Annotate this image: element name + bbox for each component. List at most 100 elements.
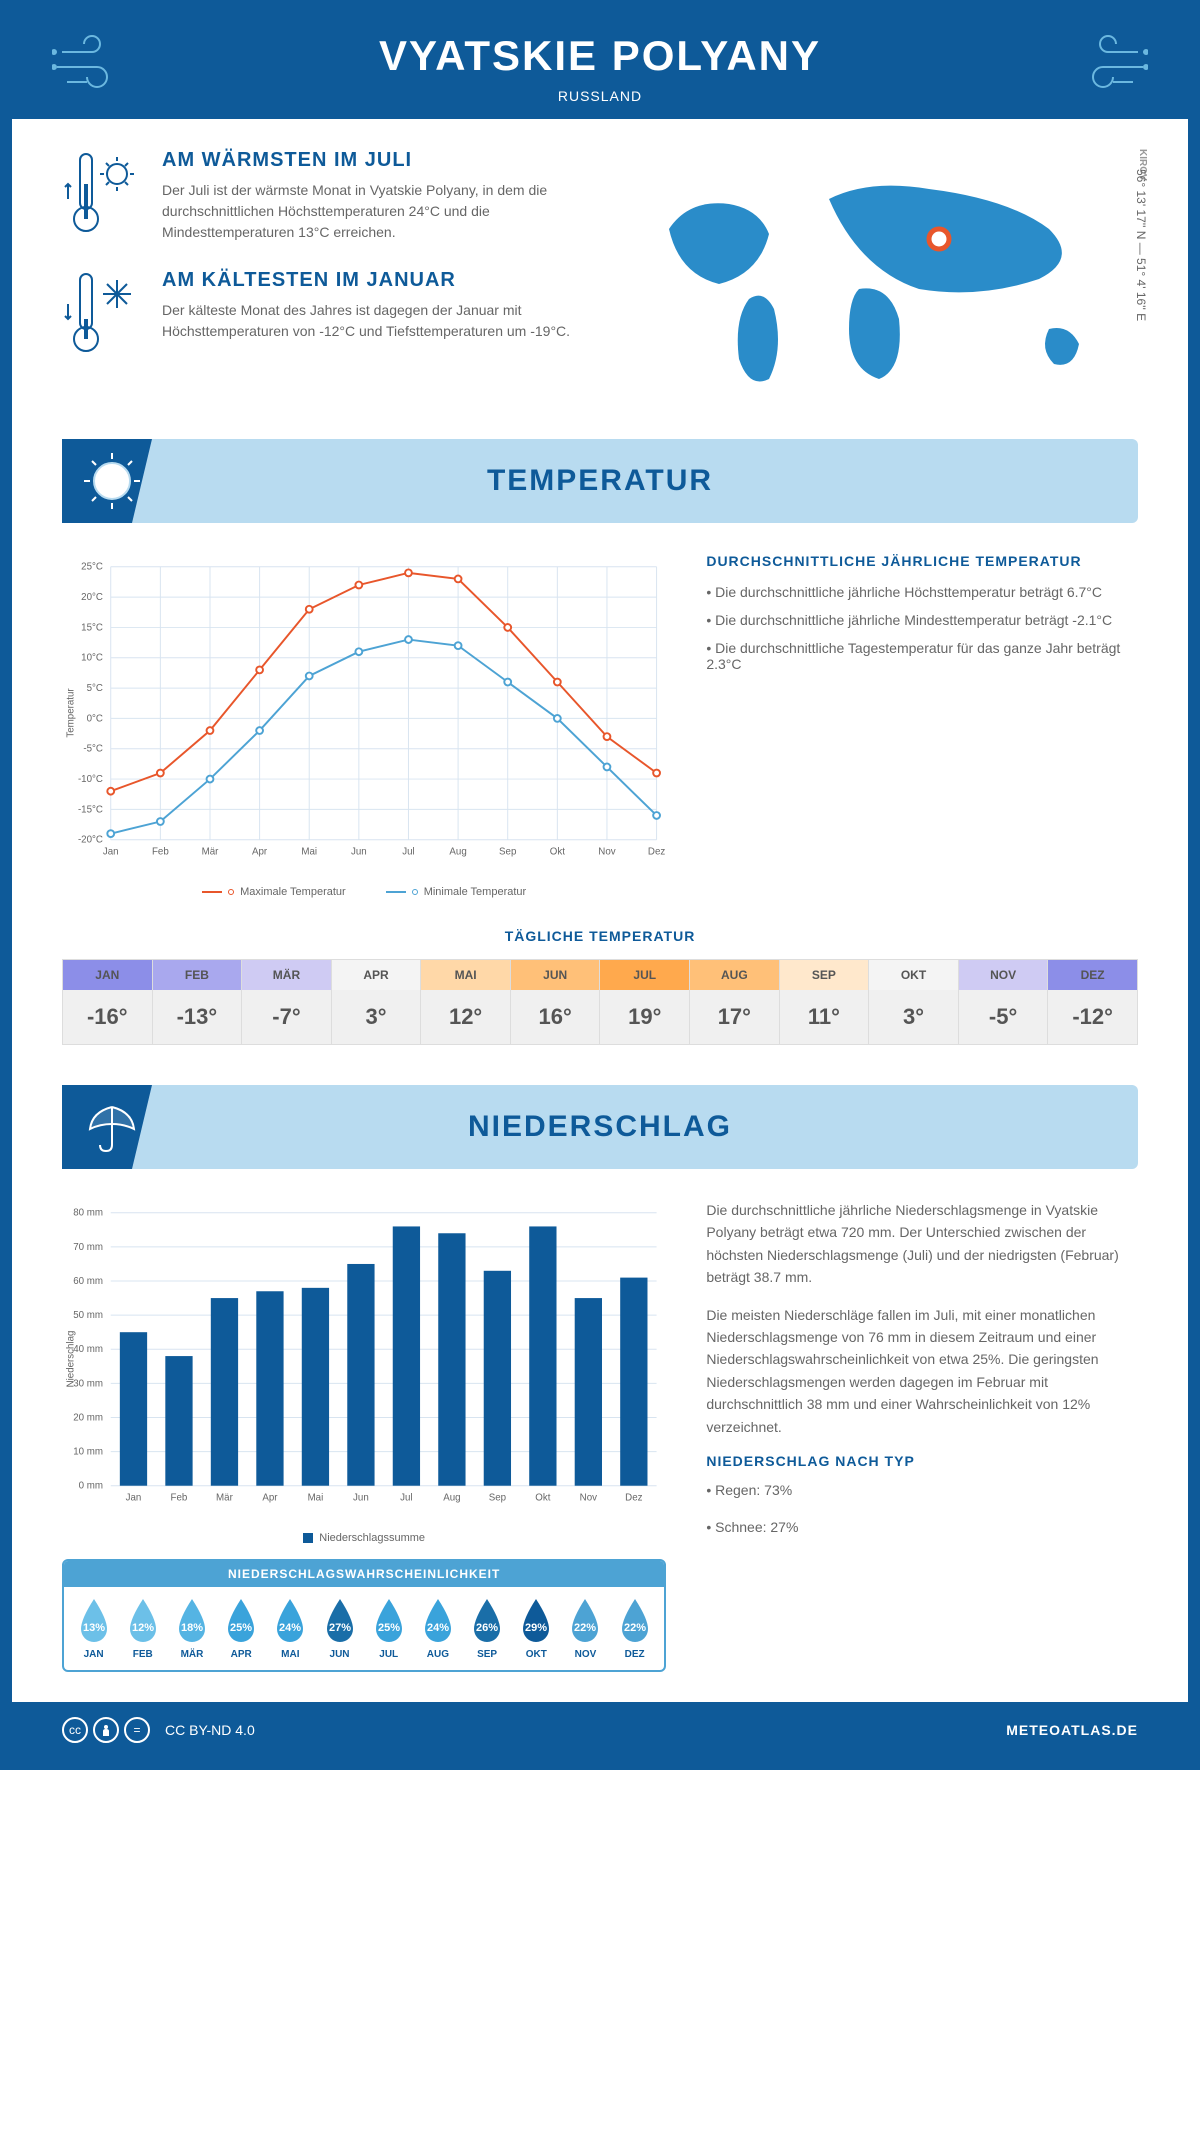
intro-section: AM WÄRMSTEN IM JULI Der Juli ist der wär… — [62, 149, 1138, 409]
svg-text:Mär: Mär — [216, 1492, 234, 1503]
thermometer-cold-icon — [62, 269, 142, 364]
cc-icon: cc — [62, 1717, 88, 1743]
fact-text: AM WÄRMSTEN IM JULI Der Juli ist der wär… — [162, 149, 580, 244]
footer: cc = CC BY-ND 4.0 METEOATLAS.DE — [12, 1702, 1188, 1758]
svg-text:Apr: Apr — [262, 1492, 278, 1503]
prob-cell: 12%FEB — [118, 1597, 167, 1660]
svg-text:30 mm: 30 mm — [73, 1378, 103, 1389]
prob-cell: 22%DEZ — [610, 1597, 659, 1660]
svg-text:-15°C: -15°C — [78, 804, 103, 815]
svg-text:Mär: Mär — [202, 846, 220, 857]
svg-text:18%: 18% — [181, 1622, 203, 1634]
coldest-fact: AM KÄLTESTEN IM JANUAR Der kälteste Mona… — [62, 269, 580, 364]
svg-text:13%: 13% — [83, 1622, 105, 1634]
thermometer-hot-icon — [62, 149, 142, 244]
precipitation-section-header: NIEDERSCHLAG — [62, 1085, 1138, 1169]
svg-text:Okt: Okt — [550, 846, 565, 857]
content: AM WÄRMSTEN IM JULI Der Juli ist der wär… — [12, 119, 1188, 1702]
legend-precip: Niederschlagssumme — [319, 1532, 425, 1544]
svg-text:10 mm: 10 mm — [73, 1447, 103, 1458]
section-title: NIEDERSCHLAG — [87, 1110, 1113, 1144]
svg-text:Jun: Jun — [353, 1492, 369, 1503]
prob-grid: 13%JAN12%FEB18%MÄR25%APR24%MAI27%JUN25%J… — [64, 1587, 664, 1670]
temperature-section-header: TEMPERATUR — [62, 439, 1138, 523]
svg-text:Aug: Aug — [449, 846, 466, 857]
fact-title: AM KÄLTESTEN IM JANUAR — [162, 269, 580, 292]
prob-cell: 24%MAI — [266, 1597, 315, 1660]
precipitation-bar-chart: 0 mm10 mm20 mm30 mm40 mm50 mm60 mm70 mm8… — [62, 1199, 666, 1544]
wind-icon — [1068, 32, 1148, 97]
daily-cell: FEB-13° — [153, 960, 243, 1044]
svg-text:Feb: Feb — [171, 1492, 188, 1503]
prob-cell: 29%OKT — [512, 1597, 561, 1660]
fact-body: Der Juli ist der wärmste Monat in Vyatsk… — [162, 180, 580, 243]
daily-cell: JAN-16° — [63, 960, 153, 1044]
daily-grid: JAN-16°FEB-13°MÄR-7°APR3°MAI12°JUN16°JUL… — [62, 959, 1138, 1045]
precipitation-left: 0 mm10 mm20 mm30 mm40 mm50 mm60 mm70 mm8… — [62, 1199, 666, 1672]
svg-text:Sep: Sep — [499, 846, 516, 857]
svg-text:20 mm: 20 mm — [73, 1412, 103, 1423]
svg-text:22%: 22% — [574, 1622, 596, 1634]
svg-text:Jan: Jan — [126, 1492, 142, 1503]
precip-type: • Schnee: 27% — [706, 1516, 1138, 1538]
info-bullet: • Die durchschnittliche jährliche Höchst… — [706, 584, 1138, 600]
svg-text:Jul: Jul — [402, 846, 414, 857]
svg-text:25%: 25% — [230, 1622, 252, 1634]
legend-max: Maximale Temperatur — [240, 886, 346, 898]
precip-text: Die meisten Niederschläge fallen im Juli… — [706, 1304, 1138, 1438]
daily-cell: MAI12° — [421, 960, 511, 1044]
svg-text:70 mm: 70 mm — [73, 1242, 103, 1253]
warmest-fact: AM WÄRMSTEN IM JULI Der Juli ist der wär… — [62, 149, 580, 244]
svg-text:60 mm: 60 mm — [73, 1276, 103, 1287]
prob-cell: 27%JUN — [315, 1597, 364, 1660]
precipitation-info: Die durchschnittliche jährliche Niedersc… — [706, 1199, 1138, 1672]
svg-text:Feb: Feb — [152, 846, 169, 857]
svg-text:5°C: 5°C — [87, 683, 103, 694]
precip-text: Die durchschnittliche jährliche Niedersc… — [706, 1199, 1138, 1289]
svg-text:25%: 25% — [378, 1622, 400, 1634]
daily-title: TÄGLICHE TEMPERATUR — [62, 928, 1138, 944]
map-column: KIROV 56° 13' 17'' N — 51° 4' 16'' E — [620, 149, 1138, 409]
info-bullet: • Die durchschnittliche Tagestemperatur … — [706, 640, 1138, 672]
svg-text:Jul: Jul — [400, 1492, 412, 1503]
daily-cell: JUL19° — [600, 960, 690, 1044]
country-label: RUSSLAND — [12, 88, 1188, 104]
svg-text:Nov: Nov — [598, 846, 615, 857]
fact-body: Der kälteste Monat des Jahres ist dagege… — [162, 300, 580, 342]
svg-text:12%: 12% — [132, 1622, 154, 1634]
legend-min: Minimale Temperatur — [424, 886, 527, 898]
svg-text:Apr: Apr — [252, 846, 268, 857]
svg-text:29%: 29% — [525, 1622, 547, 1634]
precip-type-title: NIEDERSCHLAG NACH TYP — [706, 1453, 1138, 1469]
precipitation-probability-box: NIEDERSCHLAGSWAHRSCHEINLICHKEIT 13%JAN12… — [62, 1559, 666, 1672]
facts-column: AM WÄRMSTEN IM JULI Der Juli ist der wär… — [62, 149, 580, 409]
svg-text:Dez: Dez — [648, 846, 665, 857]
svg-text:40 mm: 40 mm — [73, 1344, 103, 1355]
daily-temperature: TÄGLICHE TEMPERATUR JAN-16°FEB-13°MÄR-7°… — [62, 928, 1138, 1045]
daily-cell: NOV-5° — [959, 960, 1049, 1044]
by-icon — [93, 1717, 119, 1743]
svg-text:Mai: Mai — [301, 846, 317, 857]
svg-text:Mai: Mai — [308, 1492, 324, 1503]
prob-cell: 25%JUL — [364, 1597, 413, 1660]
svg-text:26%: 26% — [476, 1622, 498, 1634]
infographic-page: VYATSKIE POLYANY RUSSLAND AM WÄRMSTEN IM… — [0, 0, 1200, 1770]
license-block: cc = CC BY-ND 4.0 — [62, 1717, 255, 1743]
daily-cell: JUN16° — [511, 960, 601, 1044]
prob-cell: 18%MÄR — [167, 1597, 216, 1660]
svg-text:20°C: 20°C — [81, 592, 103, 603]
info-title: DURCHSCHNITTLICHE JÄHRLICHE TEMPERATUR — [706, 553, 1138, 569]
daily-cell: AUG17° — [690, 960, 780, 1044]
prob-cell: 13%JAN — [69, 1597, 118, 1660]
info-bullet: • Die durchschnittliche jährliche Mindes… — [706, 612, 1138, 628]
prob-cell: 25%APR — [217, 1597, 266, 1660]
daily-cell: OKT3° — [869, 960, 959, 1044]
svg-text:Jun: Jun — [351, 846, 367, 857]
svg-text:0°C: 0°C — [87, 713, 103, 724]
svg-text:15°C: 15°C — [81, 622, 103, 633]
svg-text:Nov: Nov — [580, 1492, 597, 1503]
chart-legend: Niederschlagssumme — [62, 1532, 666, 1544]
svg-text:27%: 27% — [329, 1622, 351, 1634]
svg-text:80 mm: 80 mm — [73, 1208, 103, 1219]
prob-cell: 26%SEP — [463, 1597, 512, 1660]
